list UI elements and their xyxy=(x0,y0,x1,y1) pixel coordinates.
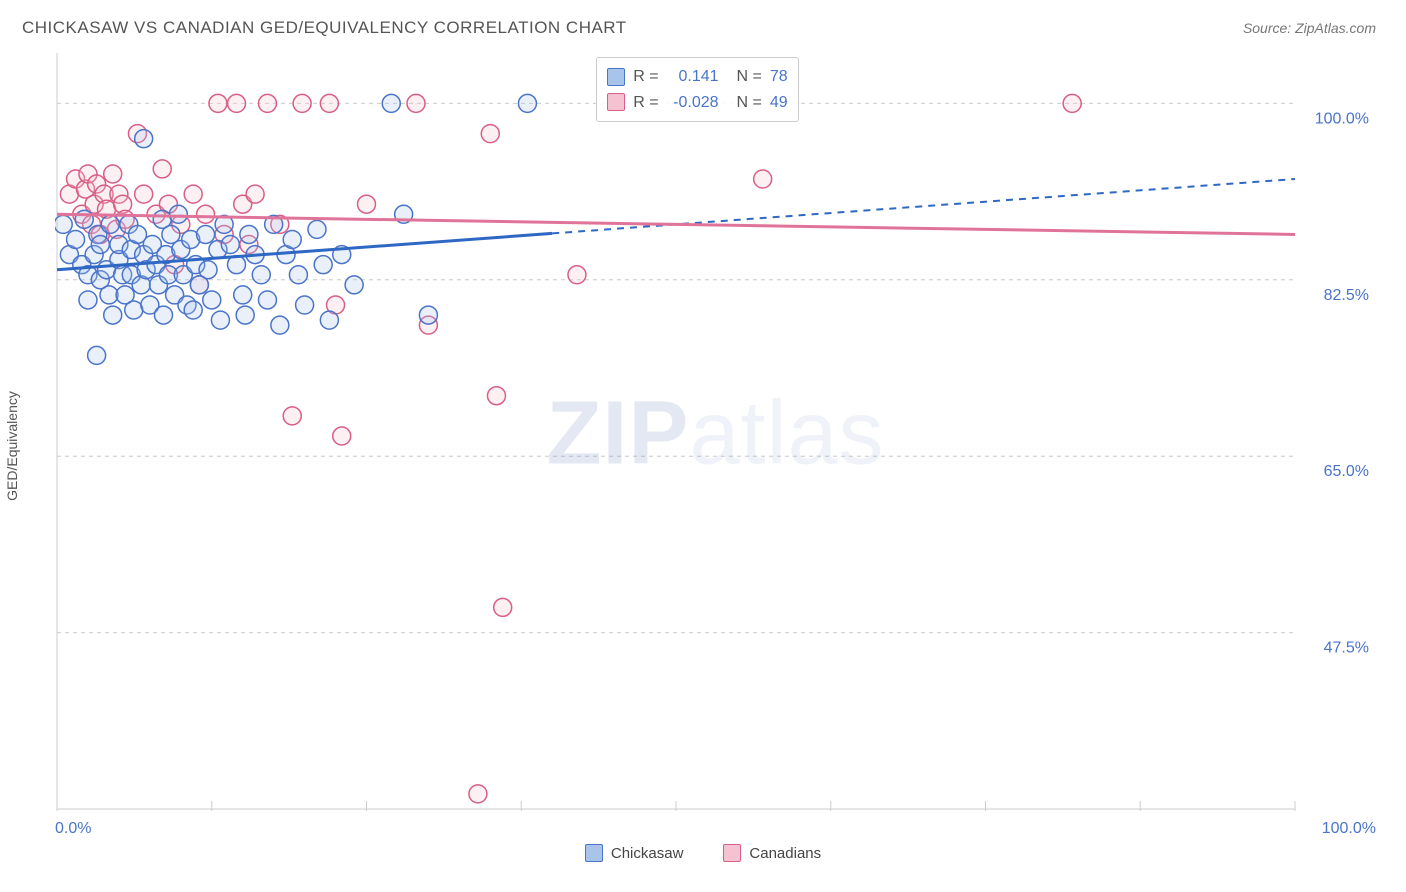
data-point xyxy=(197,225,215,243)
data-point xyxy=(184,185,202,203)
data-point xyxy=(358,195,376,213)
r-label: R = xyxy=(633,90,658,116)
n-value: 78 xyxy=(770,64,788,90)
data-point xyxy=(184,301,202,319)
n-value: 49 xyxy=(770,90,788,116)
data-point xyxy=(252,266,270,284)
data-point xyxy=(320,311,338,329)
data-point xyxy=(75,210,93,228)
data-point xyxy=(67,230,85,248)
data-point xyxy=(382,94,400,112)
legend-label: Chickasaw xyxy=(611,845,684,862)
data-point xyxy=(258,291,276,309)
data-point xyxy=(568,266,586,284)
data-point xyxy=(308,220,326,238)
data-point xyxy=(104,165,122,183)
legend-label: Canadians xyxy=(749,845,821,862)
stat-row: R = -0.028 N = 49 xyxy=(607,90,787,116)
data-point xyxy=(1063,94,1081,112)
data-point xyxy=(91,236,109,254)
legend-item: Chickasaw xyxy=(585,844,684,862)
data-point xyxy=(125,301,143,319)
legend-item: Canadians xyxy=(723,844,821,862)
n-label: N = xyxy=(737,90,762,116)
x-max-label: 100.0% xyxy=(1322,820,1376,838)
bottom-legend: Chickasaw Canadians xyxy=(0,844,1406,862)
data-point xyxy=(296,296,314,314)
data-point xyxy=(246,185,264,203)
data-point xyxy=(211,311,229,329)
chart-title: CHICKASAW VS CANADIAN GED/EQUIVALENCY CO… xyxy=(22,18,627,38)
data-point xyxy=(100,286,118,304)
data-point xyxy=(754,170,772,188)
data-point xyxy=(487,387,505,405)
data-point xyxy=(293,94,311,112)
data-point xyxy=(271,316,289,334)
data-point xyxy=(209,94,227,112)
r-value: -0.028 xyxy=(667,90,719,116)
data-point xyxy=(333,427,351,445)
data-point xyxy=(88,346,106,364)
data-point xyxy=(203,291,221,309)
data-point xyxy=(236,306,254,324)
data-point xyxy=(221,236,239,254)
y-axis-label: GED/Equivalency xyxy=(4,391,20,501)
data-point xyxy=(228,94,246,112)
data-point xyxy=(240,225,258,243)
data-point xyxy=(419,306,437,324)
data-point xyxy=(135,130,153,148)
scatter-chart: 47.5% 65.0% 82.5% 100.0% xyxy=(55,51,1375,811)
data-point xyxy=(197,205,215,223)
svg-text:100.0%: 100.0% xyxy=(1315,110,1369,127)
data-point xyxy=(283,230,301,248)
svg-text:82.5%: 82.5% xyxy=(1324,287,1369,304)
legend-swatch xyxy=(585,844,603,862)
data-point xyxy=(494,598,512,616)
legend-swatch xyxy=(607,93,625,111)
data-point xyxy=(153,160,171,178)
data-point xyxy=(518,94,536,112)
data-point xyxy=(234,286,252,304)
data-point xyxy=(345,276,363,294)
legend-swatch xyxy=(607,68,625,86)
data-point xyxy=(169,205,187,223)
data-point xyxy=(104,306,122,324)
data-point xyxy=(481,125,499,143)
data-point xyxy=(469,785,487,803)
data-point xyxy=(199,261,217,279)
data-point xyxy=(55,215,72,233)
x-min-label: 0.0% xyxy=(55,820,91,838)
source-label: Source: ZipAtlas.com xyxy=(1243,20,1376,36)
data-point xyxy=(407,94,425,112)
r-label: R = xyxy=(633,64,658,90)
data-point xyxy=(258,94,276,112)
data-point xyxy=(283,407,301,425)
data-point xyxy=(79,291,97,309)
svg-text:65.0%: 65.0% xyxy=(1324,463,1369,480)
data-point xyxy=(314,256,332,274)
n-label: N = xyxy=(737,64,762,90)
stat-legend: R = 0.141 N = 78 R = -0.028 N = 49 xyxy=(596,57,798,122)
stat-row: R = 0.141 N = 78 xyxy=(607,64,787,90)
data-point xyxy=(101,215,119,233)
r-value: 0.141 xyxy=(667,64,719,90)
svg-text:47.5%: 47.5% xyxy=(1324,640,1369,657)
data-point xyxy=(289,266,307,284)
data-point xyxy=(154,306,172,324)
data-point xyxy=(320,94,338,112)
legend-swatch xyxy=(723,844,741,862)
data-point xyxy=(135,185,153,203)
